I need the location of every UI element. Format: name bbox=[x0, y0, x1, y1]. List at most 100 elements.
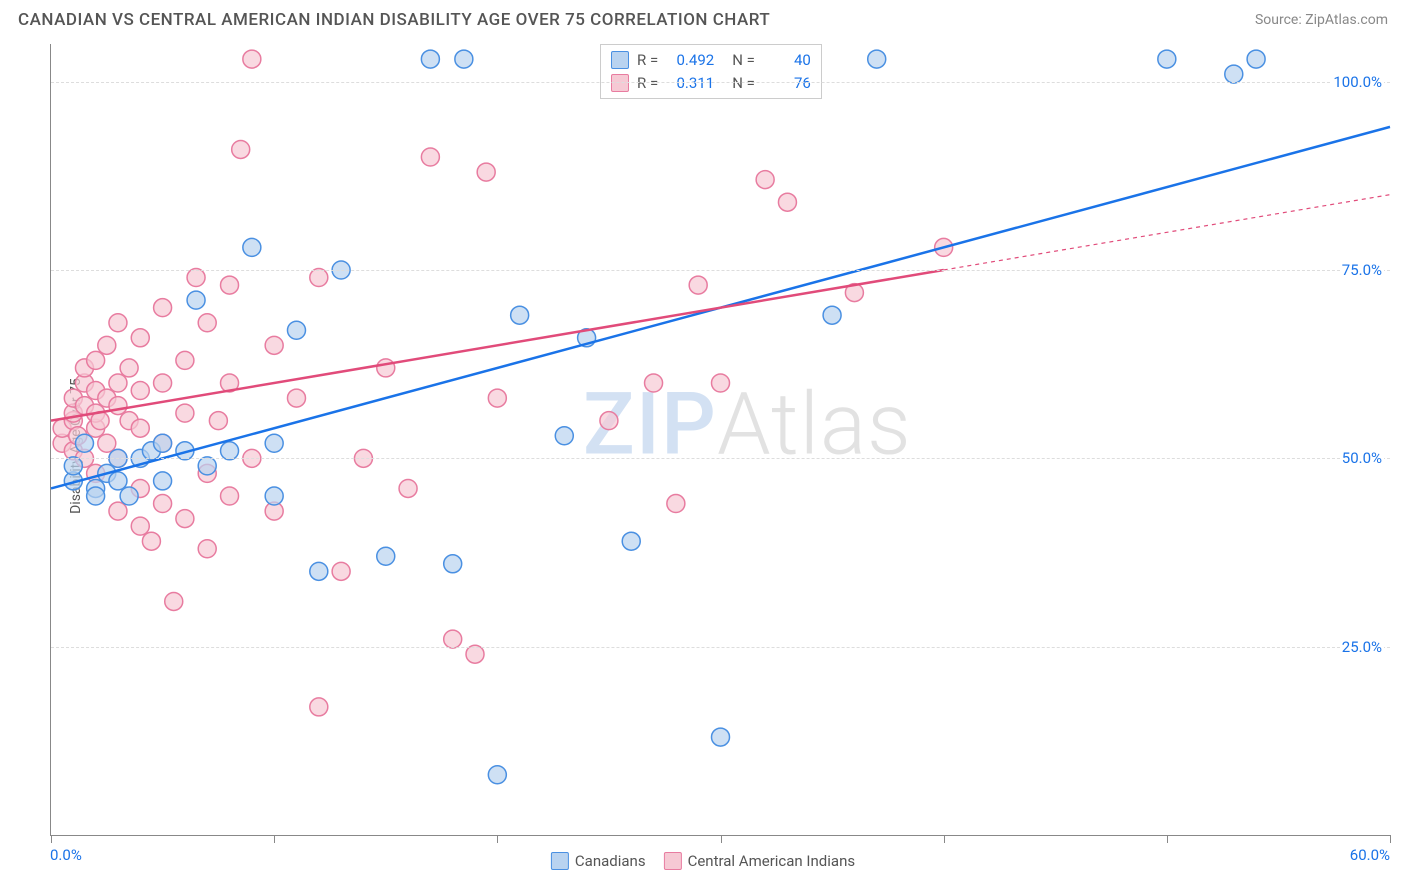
data-point bbox=[377, 359, 395, 377]
stats-n-label: N = bbox=[732, 49, 755, 72]
data-point bbox=[176, 404, 194, 422]
y-tick-label: 50.0% bbox=[1340, 449, 1384, 467]
data-point bbox=[488, 389, 506, 407]
data-point bbox=[221, 276, 239, 294]
data-point bbox=[667, 495, 685, 513]
data-point bbox=[444, 555, 462, 573]
x-tick bbox=[51, 835, 52, 843]
data-point bbox=[421, 148, 439, 166]
x-tick bbox=[1167, 835, 1168, 843]
stats-r-label: R = bbox=[637, 49, 658, 72]
data-point bbox=[466, 645, 484, 663]
data-point bbox=[823, 306, 841, 324]
x-min-label: 0.0% bbox=[50, 846, 82, 864]
data-point bbox=[868, 50, 886, 68]
data-point bbox=[712, 374, 730, 392]
trend-line-dashed bbox=[944, 195, 1390, 270]
stats-r-value: 0.311 bbox=[666, 72, 714, 95]
header: CANADIAN VS CENTRAL AMERICAN INDIAN DISA… bbox=[0, 0, 1406, 36]
gridline bbox=[51, 82, 1390, 83]
gridline bbox=[51, 270, 1390, 271]
data-point bbox=[187, 291, 205, 309]
data-point bbox=[511, 306, 529, 324]
data-point bbox=[209, 412, 227, 430]
x-tick bbox=[497, 835, 498, 843]
data-point bbox=[142, 532, 160, 550]
data-point bbox=[120, 359, 138, 377]
data-point bbox=[109, 502, 127, 520]
data-point bbox=[600, 412, 618, 430]
stats-swatch bbox=[611, 74, 629, 92]
data-point bbox=[310, 562, 328, 580]
data-point bbox=[64, 457, 82, 475]
legend-swatch bbox=[551, 852, 569, 870]
data-point bbox=[243, 50, 261, 68]
data-point bbox=[154, 374, 172, 392]
data-point bbox=[165, 592, 183, 610]
stats-row: R =0.311N =76 bbox=[611, 72, 811, 95]
data-point bbox=[221, 442, 239, 460]
data-point bbox=[198, 314, 216, 332]
data-point bbox=[131, 419, 149, 437]
data-point bbox=[120, 487, 138, 505]
x-tick bbox=[721, 835, 722, 843]
stats-n-value: 76 bbox=[763, 72, 811, 95]
data-point bbox=[1158, 50, 1176, 68]
data-point bbox=[265, 336, 283, 354]
data-point bbox=[332, 562, 350, 580]
data-point bbox=[198, 540, 216, 558]
chart-area: ZIPAtlas R =0.492N =40R =0.311N =76 25.0… bbox=[50, 44, 1390, 836]
data-point bbox=[98, 434, 116, 452]
data-point bbox=[154, 434, 172, 452]
data-point bbox=[243, 238, 261, 256]
x-tick bbox=[944, 835, 945, 843]
data-point bbox=[98, 336, 116, 354]
legend-item: Canadians bbox=[551, 852, 646, 870]
y-tick-label: 25.0% bbox=[1340, 638, 1384, 656]
y-tick-label: 100.0% bbox=[1331, 73, 1384, 91]
data-point bbox=[287, 321, 305, 339]
data-point bbox=[131, 517, 149, 535]
data-point bbox=[232, 140, 250, 158]
gridline bbox=[51, 458, 1390, 459]
stats-row: R = 0.492 N = 40 bbox=[611, 49, 811, 72]
data-point bbox=[645, 374, 663, 392]
data-point bbox=[488, 766, 506, 784]
chart-title: CANADIAN VS CENTRAL AMERICAN INDIAN DISA… bbox=[18, 10, 770, 30]
data-point bbox=[1225, 65, 1243, 83]
data-point bbox=[176, 510, 194, 528]
source-label: Source: ZipAtlas.com bbox=[1255, 12, 1388, 28]
data-point bbox=[109, 397, 127, 415]
data-point bbox=[756, 171, 774, 189]
scatter-plot bbox=[51, 44, 1390, 835]
data-point bbox=[176, 351, 194, 369]
data-point bbox=[689, 276, 707, 294]
data-point bbox=[555, 427, 573, 445]
gridline bbox=[51, 647, 1390, 648]
data-point bbox=[477, 163, 495, 181]
x-tick bbox=[274, 835, 275, 843]
stats-n-value: 40 bbox=[763, 49, 811, 72]
data-point bbox=[310, 698, 328, 716]
data-point bbox=[87, 487, 105, 505]
data-point bbox=[265, 487, 283, 505]
y-tick-label: 75.0% bbox=[1340, 261, 1384, 279]
stats-r-value: 0.492 bbox=[666, 49, 714, 72]
data-point bbox=[421, 50, 439, 68]
data-point bbox=[109, 472, 127, 490]
data-point bbox=[131, 329, 149, 347]
data-point bbox=[198, 457, 216, 475]
data-point bbox=[622, 532, 640, 550]
x-max-label: 60.0% bbox=[1350, 846, 1390, 864]
legend-label: Canadians bbox=[575, 852, 646, 870]
data-point bbox=[87, 351, 105, 369]
stats-box: R = 0.492 N = 40R = 0.311 N = 76 bbox=[600, 44, 822, 99]
data-point bbox=[265, 434, 283, 452]
legend-label: Central American Indians bbox=[688, 852, 856, 870]
data-point bbox=[712, 728, 730, 746]
legend: Canadians Central American Indians bbox=[551, 852, 855, 870]
stats-swatch bbox=[611, 51, 629, 69]
data-point bbox=[778, 193, 796, 211]
data-point bbox=[109, 374, 127, 392]
stats-r-label: R = bbox=[637, 72, 658, 95]
